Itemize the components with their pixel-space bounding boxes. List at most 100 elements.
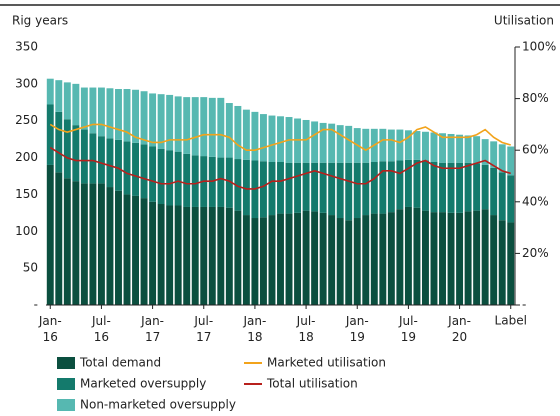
bar-segment (379, 161, 387, 214)
bar-segment (89, 133, 97, 184)
bar-segment (490, 167, 498, 216)
bar-segment (319, 162, 327, 213)
bar-segment (345, 162, 353, 221)
bar-segment (285, 162, 293, 214)
bar-segment (157, 204, 165, 305)
bar-segment (490, 141, 498, 168)
legend-swatch (57, 378, 75, 390)
bar-segment (379, 213, 387, 305)
bar-segment (439, 162, 446, 213)
x-tick-label-line: Jan- (38, 314, 62, 328)
bar-segment (396, 160, 404, 210)
bar-segment (63, 119, 71, 179)
y-tick-label: - (34, 298, 38, 312)
bar-segment (387, 129, 395, 162)
legend-swatch (57, 357, 75, 369)
legend-label: Marketed utilisation (267, 356, 386, 370)
bar-segment (396, 209, 404, 305)
x-tick-label-line: Jan- (243, 314, 267, 328)
bar-segment (55, 111, 63, 173)
bar-segment (336, 162, 344, 219)
bar-segment (208, 97, 216, 157)
bar-segment (498, 220, 506, 305)
x-tick-label-line: Jan- (140, 314, 164, 328)
x-tick-label-line: Jul- (193, 314, 213, 328)
bar-segment (481, 209, 489, 305)
x-tick-label: Label (495, 314, 527, 328)
bar-segment (123, 89, 131, 142)
bar-segment (225, 207, 233, 305)
y-axis-label: Rig years (12, 14, 68, 28)
x-tick-label-line: 20 (452, 330, 467, 344)
bar-segment (242, 215, 250, 305)
bar-segment (251, 111, 259, 161)
bar-segment (183, 206, 191, 305)
bar-segment (498, 172, 506, 221)
bar-segment (277, 161, 284, 214)
bar-segment (80, 87, 88, 130)
bar-segment (413, 131, 421, 160)
bar-segment (302, 162, 310, 211)
bar-segment (140, 91, 148, 145)
bar-segment (183, 153, 191, 207)
x-tick-label-line: Jan- (345, 314, 369, 328)
bar-segment (208, 206, 216, 305)
bar-segment (362, 128, 370, 163)
bar-segment (200, 97, 208, 157)
bar-segment (507, 222, 515, 305)
bar-segment (234, 159, 242, 211)
bar-segment (234, 105, 242, 160)
bar-segment (387, 212, 395, 305)
bar-segment (259, 114, 267, 162)
bar-segment (157, 148, 165, 205)
bar-segment (430, 132, 438, 162)
bar-segment (277, 116, 284, 162)
bar-segment (311, 162, 319, 212)
x-tick-label-line: 19 (401, 330, 416, 344)
y2-tick-label: 40% (522, 194, 549, 208)
bar-segment (97, 87, 105, 137)
x-tick-label-line: 19 (350, 330, 365, 344)
bar-segment (336, 218, 344, 305)
bar-segment (311, 211, 319, 305)
bar-segment (106, 88, 114, 139)
line-series (49, 123, 511, 152)
y-tick-label: 350 (15, 40, 38, 54)
bar-segment (242, 159, 250, 216)
bar-segment (302, 210, 310, 305)
y-tick-label: 300 (15, 76, 38, 90)
bar-segment (336, 125, 344, 163)
y2-tick-label: 100% (522, 40, 556, 54)
y-tick-label: 250 (15, 113, 38, 127)
bar-segment (174, 96, 182, 152)
bar-segment (481, 164, 489, 210)
bar-segment (498, 144, 506, 173)
bar-segment (63, 82, 71, 120)
y-tick-label: 200 (15, 150, 38, 164)
bar-segment (123, 141, 131, 195)
bar-segment (149, 146, 157, 202)
bar-segment (268, 115, 276, 162)
y2-tick-label: 80% (522, 91, 549, 105)
bar-segment (422, 131, 429, 161)
line-series (49, 146, 511, 190)
x-tick-label: Jan- 20 (447, 314, 471, 344)
bar-segment (362, 162, 370, 216)
x-tick-label-line: 18 (298, 330, 313, 344)
bar-segment (319, 122, 327, 163)
bar-segment (97, 183, 105, 305)
bar-segment (328, 123, 336, 163)
bar-segment (106, 187, 114, 305)
bar-segment (259, 217, 267, 305)
bar-segment (123, 194, 131, 305)
x-tick-label-line: 17 (145, 330, 160, 344)
bar-segment (157, 94, 165, 149)
bar-segment (285, 213, 293, 305)
bar-segment (430, 212, 438, 305)
bar-segment (251, 218, 259, 305)
bar-segment (328, 162, 336, 216)
bar-segment (149, 93, 157, 147)
y2-tick-label: - (522, 298, 526, 312)
bar-segment (191, 206, 199, 305)
